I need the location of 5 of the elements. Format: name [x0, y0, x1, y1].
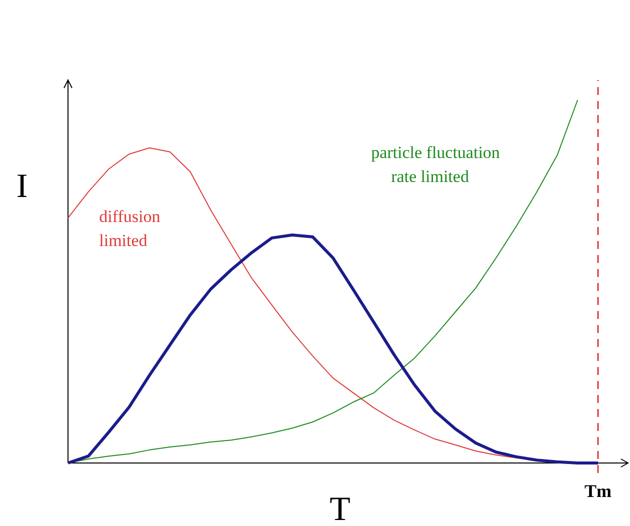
x-axis-title: T: [330, 491, 351, 526]
y-axis-title: I: [16, 168, 28, 205]
text: Tm: [584, 481, 612, 501]
text: particle fluctuation rate limited: [371, 142, 500, 186]
series-label: diffusion limited: [99, 207, 161, 250]
